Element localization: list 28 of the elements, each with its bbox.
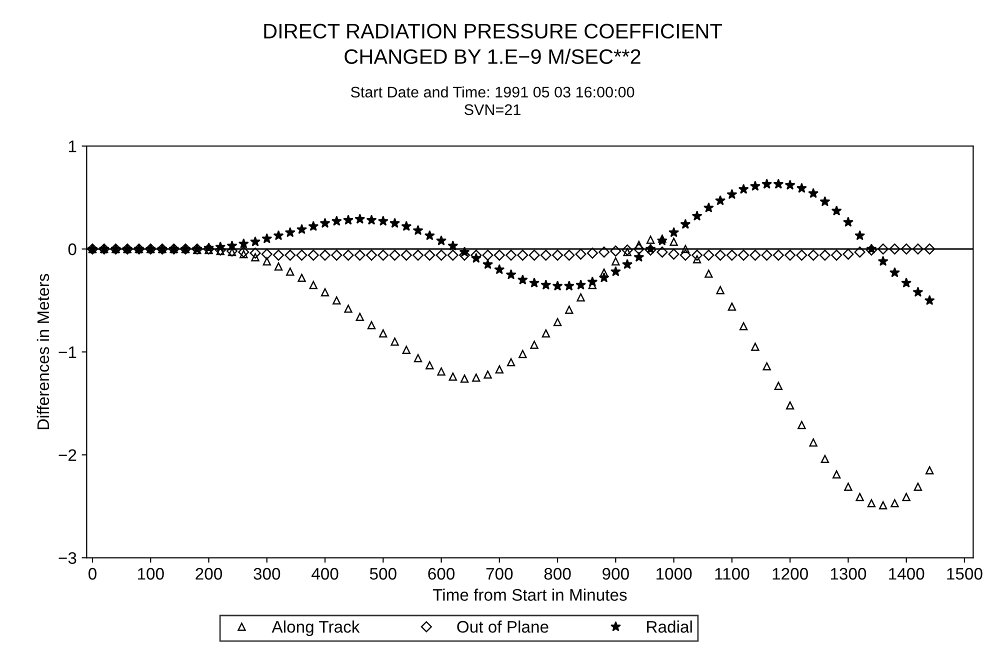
x-tick-label: 400 xyxy=(312,568,338,580)
x-tick-label: 800 xyxy=(544,568,571,580)
chart-title: DIRECT RADIATION PRESSURE COEFFICIENT CHANGED BY 1.E−9 M/SEC**2 xyxy=(264,24,722,64)
x-tick-label: 700 xyxy=(486,568,513,580)
y-axis-title: Differences in Meters xyxy=(36,274,50,430)
x-tick-label: 300 xyxy=(254,568,280,580)
legend-label: Along Track xyxy=(272,620,360,636)
x-tick-label: 0 xyxy=(88,568,96,580)
x-tick-label: 1500 xyxy=(947,568,982,580)
x-tick-label: 1100 xyxy=(715,568,750,580)
x-tick-label: 1400 xyxy=(889,568,924,580)
x-tick-label: 900 xyxy=(602,568,629,580)
legend-label: Out of Plane xyxy=(457,620,548,633)
x-axis-title: Time from Start in Minutes xyxy=(432,588,627,601)
x-tick-label: 600 xyxy=(428,568,455,580)
x-tick-label: 100 xyxy=(138,568,164,580)
y-tick-label: −3 xyxy=(58,552,76,564)
legend-label: Radial xyxy=(647,620,692,633)
x-tick-label: 1300 xyxy=(830,568,866,580)
x-tick-label: 1000 xyxy=(656,568,692,580)
y-tick-label: 1 xyxy=(68,140,76,152)
x-tick-label: 200 xyxy=(196,568,222,580)
x-tick-label: 1200 xyxy=(772,568,808,580)
chart-subtitle: Start Date and Time: 1991 05 03 16:00:00 SVN=21 xyxy=(350,86,634,116)
x-tick-label: 500 xyxy=(370,568,396,580)
y-tick-label: −2 xyxy=(58,449,76,461)
y-tick-label: −1 xyxy=(58,346,76,358)
y-tick-label: 0 xyxy=(68,243,76,256)
